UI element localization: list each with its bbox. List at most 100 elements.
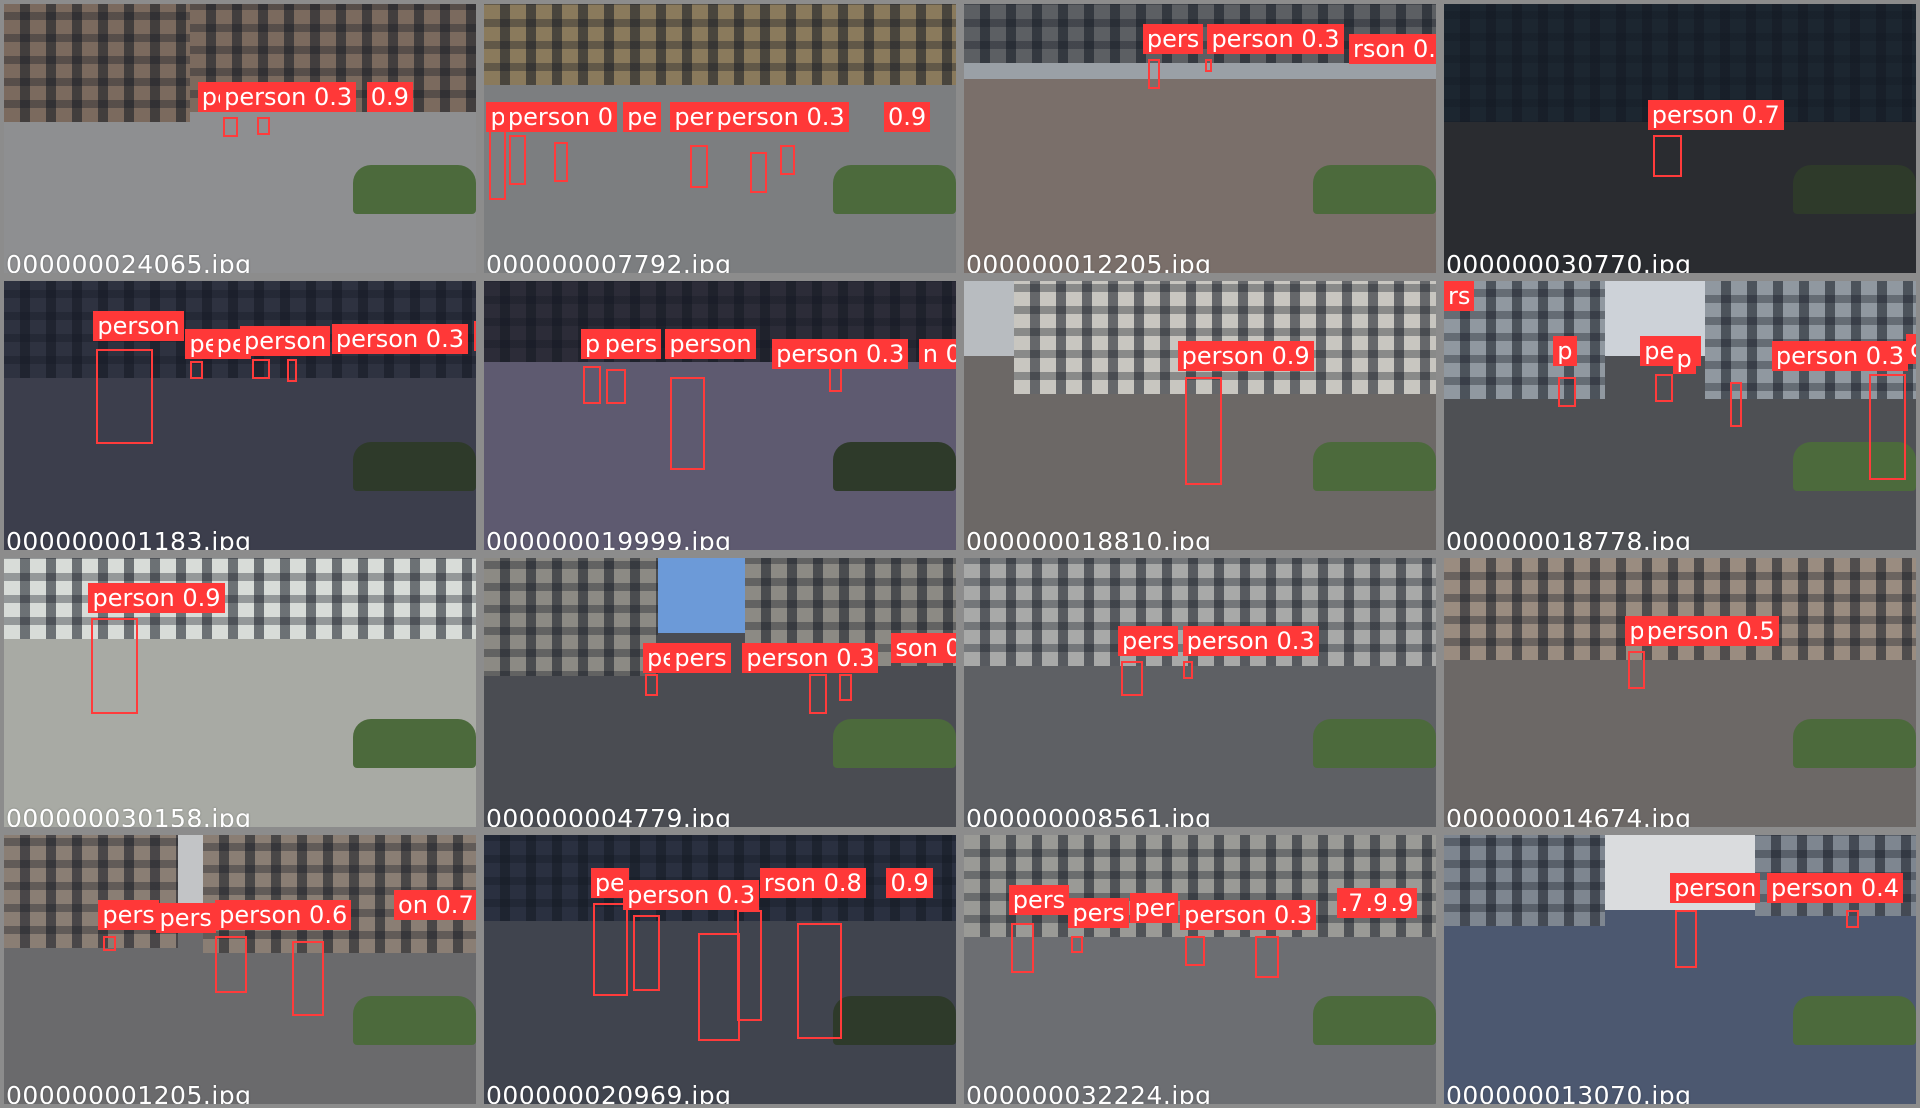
person-bounding-box bbox=[645, 673, 658, 697]
detection-label: person 0.3 bbox=[742, 643, 879, 674]
person-bounding-box bbox=[90, 618, 139, 714]
detection-label: person bbox=[93, 311, 184, 342]
image-tile: person 0.7 000000030770.jpg bbox=[1440, 0, 1920, 277]
person-bounding-box bbox=[252, 358, 270, 380]
hedge bbox=[353, 442, 476, 491]
hedge bbox=[1793, 996, 1916, 1045]
detection-label: p bbox=[1672, 343, 1696, 374]
image-filename: 000000012205.jpg bbox=[966, 250, 1212, 277]
detection-label: person 0.4 bbox=[1766, 872, 1903, 903]
detection-label: 0.9 bbox=[366, 81, 413, 112]
detection-label: person 0.3 bbox=[1182, 625, 1319, 656]
hedge bbox=[353, 996, 476, 1045]
person-bounding-box bbox=[257, 117, 270, 135]
person-bounding-box bbox=[1652, 134, 1683, 178]
street-scene-photo bbox=[4, 4, 476, 273]
detection-label: rson 0.3 bbox=[1349, 34, 1436, 65]
detection-label: person 0.3 bbox=[1207, 24, 1344, 55]
detection-label: pers bbox=[1142, 24, 1204, 55]
person-bounding-box bbox=[749, 152, 768, 193]
detection-label: pers bbox=[600, 328, 662, 359]
image-tile: pe person 0.3 rson 0.8 0.9 000000020969.jpg bbox=[480, 831, 960, 1108]
image-filename: 000000007792.jpg bbox=[486, 250, 732, 277]
street-scene-photo bbox=[1444, 4, 1916, 273]
detection-label: person 0.3 bbox=[331, 323, 468, 354]
detection-label: rson 0.8 bbox=[759, 867, 866, 898]
detection-label: person bbox=[665, 328, 756, 359]
detection-label: per bbox=[1130, 892, 1179, 923]
building bbox=[1013, 281, 1436, 394]
person-bounding-box bbox=[1120, 661, 1143, 697]
image-filename: 000000001183.jpg bbox=[6, 527, 252, 554]
hedge bbox=[353, 165, 476, 214]
image-filename: 000000004779.jpg bbox=[486, 804, 732, 831]
person-bounding-box bbox=[605, 368, 626, 405]
person-bounding-box bbox=[553, 142, 569, 183]
detection-label: person 0 bbox=[503, 102, 618, 133]
person-bounding-box bbox=[809, 673, 827, 714]
hedge bbox=[833, 719, 956, 768]
detection-label: person 0.3 bbox=[623, 880, 760, 911]
person-bounding-box bbox=[583, 366, 601, 405]
hedge bbox=[1793, 719, 1916, 768]
image-filename: 000000019999.jpg bbox=[486, 527, 732, 554]
person-bounding-box bbox=[839, 673, 852, 702]
building bbox=[484, 558, 658, 693]
detection-label: pers bbox=[155, 902, 216, 933]
hedge bbox=[833, 442, 956, 491]
image-filename: 000000024065.jpg bbox=[6, 250, 252, 277]
image-filename: 000000014674.jpg bbox=[1446, 804, 1692, 831]
street-scene-photo bbox=[1444, 558, 1916, 827]
person-bounding-box bbox=[737, 910, 763, 1022]
hedge bbox=[1313, 442, 1436, 491]
person-bounding-box bbox=[1147, 59, 1161, 90]
detection-label: pe bbox=[623, 102, 662, 133]
person-bounding-box bbox=[779, 144, 795, 175]
detection-label: .9 bbox=[1386, 887, 1418, 918]
image-filename: 000000018778.jpg bbox=[1446, 527, 1692, 554]
detection-label: pers bbox=[1008, 885, 1070, 916]
person-bounding-box bbox=[670, 376, 706, 470]
image-tile: pers pers person 0.6 on 0.7 000000001205.jpg bbox=[0, 831, 480, 1108]
hedge bbox=[833, 165, 956, 214]
detection-label: person 0.7 bbox=[1647, 99, 1784, 130]
person-bounding-box bbox=[95, 348, 154, 445]
image-tile: pers pers per person 0.3.7.9.9 000000032224.… bbox=[960, 831, 1440, 1108]
image-tile: person 0.9 000000030158.jpg bbox=[0, 554, 480, 831]
detection-label: 0.9 bbox=[883, 102, 931, 133]
detection-label: person bbox=[240, 326, 331, 357]
person-bounding-box bbox=[103, 935, 116, 951]
image-filename: 000000018810.jpg bbox=[966, 527, 1212, 554]
building bbox=[4, 835, 178, 948]
image-filename: 000000020969.jpg bbox=[486, 1081, 732, 1108]
person-bounding-box bbox=[1254, 935, 1280, 979]
detection-label: pers bbox=[1118, 625, 1179, 656]
person-bounding-box bbox=[1558, 376, 1576, 407]
street-scene-photo bbox=[484, 835, 956, 1104]
person-bounding-box bbox=[1182, 661, 1193, 679]
person-bounding-box bbox=[287, 358, 298, 382]
image-filename: 000000030158.jpg bbox=[6, 804, 252, 831]
person-bounding-box bbox=[222, 117, 238, 138]
person-bounding-box bbox=[1185, 376, 1223, 485]
image-filename: 000000032224.jpg bbox=[966, 1081, 1212, 1108]
building bbox=[484, 4, 956, 85]
person-bounding-box bbox=[1070, 935, 1084, 954]
image-tile: pers person 0.3 000000008561.jpg bbox=[960, 554, 1440, 831]
building bbox=[4, 558, 476, 639]
person-bounding-box bbox=[1011, 922, 1034, 974]
detection-label: n 0.8 bbox=[918, 338, 956, 369]
street-scene-photo bbox=[1444, 281, 1916, 550]
detection-label: person 0.3 bbox=[220, 81, 357, 112]
building bbox=[1444, 835, 1606, 927]
detection-label: on 0.7 bbox=[394, 890, 476, 921]
street-scene-photo bbox=[964, 835, 1436, 1104]
detection-label: pers bbox=[670, 643, 731, 674]
hedge bbox=[1313, 719, 1436, 768]
person-bounding-box bbox=[1627, 651, 1646, 689]
detection-label: pers bbox=[1068, 897, 1129, 928]
